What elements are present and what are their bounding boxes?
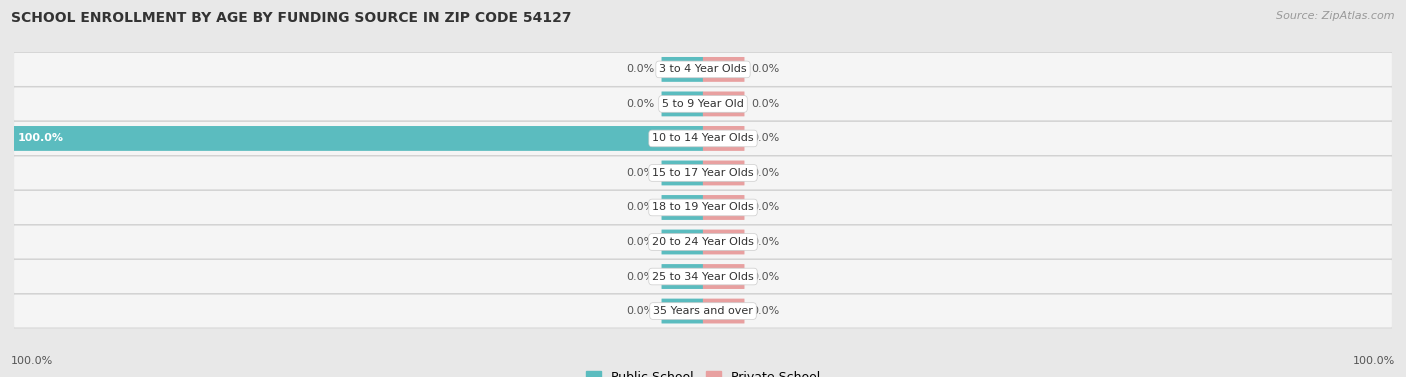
Legend: Public School, Private School: Public School, Private School (581, 366, 825, 377)
FancyBboxPatch shape (662, 230, 703, 254)
FancyBboxPatch shape (662, 57, 703, 82)
FancyBboxPatch shape (703, 92, 744, 116)
FancyBboxPatch shape (703, 57, 744, 82)
FancyBboxPatch shape (662, 195, 703, 220)
FancyBboxPatch shape (14, 121, 1392, 155)
Text: 0.0%: 0.0% (751, 168, 779, 178)
FancyBboxPatch shape (703, 299, 744, 323)
FancyBboxPatch shape (703, 264, 744, 289)
Text: 0.0%: 0.0% (627, 64, 655, 74)
Text: 0.0%: 0.0% (751, 64, 779, 74)
FancyBboxPatch shape (14, 156, 1392, 190)
Text: 25 to 34 Year Olds: 25 to 34 Year Olds (652, 271, 754, 282)
FancyBboxPatch shape (662, 264, 703, 289)
Text: 100.0%: 100.0% (17, 133, 63, 143)
Text: 100.0%: 100.0% (1353, 356, 1395, 366)
FancyBboxPatch shape (14, 190, 1392, 224)
Text: 3 to 4 Year Olds: 3 to 4 Year Olds (659, 64, 747, 74)
Text: 0.0%: 0.0% (751, 237, 779, 247)
Text: 0.0%: 0.0% (751, 271, 779, 282)
Text: 20 to 24 Year Olds: 20 to 24 Year Olds (652, 237, 754, 247)
Text: Source: ZipAtlas.com: Source: ZipAtlas.com (1277, 11, 1395, 21)
Text: 0.0%: 0.0% (627, 202, 655, 213)
Text: 0.0%: 0.0% (627, 168, 655, 178)
Text: 0.0%: 0.0% (751, 133, 779, 143)
Text: 0.0%: 0.0% (627, 306, 655, 316)
FancyBboxPatch shape (14, 126, 703, 151)
Text: 0.0%: 0.0% (751, 306, 779, 316)
FancyBboxPatch shape (662, 92, 703, 116)
FancyBboxPatch shape (703, 161, 744, 185)
Text: 10 to 14 Year Olds: 10 to 14 Year Olds (652, 133, 754, 143)
FancyBboxPatch shape (14, 87, 1392, 121)
Text: 0.0%: 0.0% (751, 202, 779, 213)
Text: 0.0%: 0.0% (627, 99, 655, 109)
Text: 0.0%: 0.0% (627, 237, 655, 247)
Text: SCHOOL ENROLLMENT BY AGE BY FUNDING SOURCE IN ZIP CODE 54127: SCHOOL ENROLLMENT BY AGE BY FUNDING SOUR… (11, 11, 572, 25)
FancyBboxPatch shape (14, 52, 1392, 86)
FancyBboxPatch shape (662, 161, 703, 185)
Text: 35 Years and over: 35 Years and over (652, 306, 754, 316)
Text: 0.0%: 0.0% (627, 271, 655, 282)
Text: 5 to 9 Year Old: 5 to 9 Year Old (662, 99, 744, 109)
FancyBboxPatch shape (703, 230, 744, 254)
FancyBboxPatch shape (14, 225, 1392, 259)
FancyBboxPatch shape (703, 195, 744, 220)
Text: 18 to 19 Year Olds: 18 to 19 Year Olds (652, 202, 754, 213)
FancyBboxPatch shape (662, 299, 703, 323)
FancyBboxPatch shape (14, 294, 1392, 328)
FancyBboxPatch shape (703, 126, 744, 151)
Text: 100.0%: 100.0% (11, 356, 53, 366)
Text: 0.0%: 0.0% (751, 99, 779, 109)
Text: 15 to 17 Year Olds: 15 to 17 Year Olds (652, 168, 754, 178)
FancyBboxPatch shape (14, 260, 1392, 293)
